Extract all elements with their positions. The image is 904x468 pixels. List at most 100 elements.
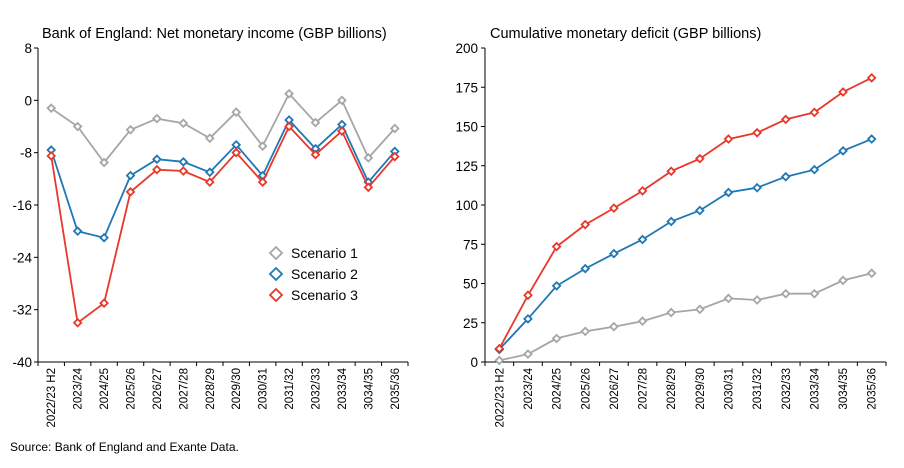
series-1-point [637, 316, 648, 327]
series-1-point [551, 333, 562, 344]
series-1-point [204, 133, 215, 144]
legend-label-3: Scenario 3 [291, 287, 358, 303]
series-3-point [580, 219, 591, 230]
y-tick-label: -8 [20, 146, 32, 161]
series-2-point [666, 216, 677, 227]
series-3-point [337, 126, 347, 136]
series-2-point [580, 263, 591, 274]
series-3-point [310, 149, 321, 160]
series-3-point [551, 241, 562, 252]
y-tick-label: 150 [455, 120, 478, 135]
x-tick-label: 2030/31 [723, 368, 735, 410]
series-1-point [46, 103, 57, 114]
series-1-point [609, 321, 619, 332]
y-tick-label: 25 [463, 316, 478, 331]
x-tick-label: 2025/26 [580, 368, 592, 410]
series-2-point [178, 156, 189, 167]
series-1-point [72, 121, 83, 132]
series-1-point [257, 141, 268, 151]
chart-2: Cumulative monetary deficit (GBP billion… [455, 26, 887, 427]
x-tick-label: 2026/27 [609, 368, 621, 410]
x-tick-label: 2035/36 [390, 368, 402, 410]
series-3-point [666, 166, 677, 177]
y-tick-label: -24 [12, 250, 32, 265]
series-2-point [752, 182, 762, 193]
series-3-point [46, 151, 57, 161]
series-3-point [231, 147, 242, 158]
series-1-point [310, 117, 321, 128]
series-3-point [72, 317, 83, 328]
series-1-point [866, 268, 877, 279]
y-tick-label: 175 [455, 80, 478, 95]
series-3-point [637, 185, 648, 196]
y-tick-label: 100 [455, 198, 478, 213]
x-tick-label: 2027/28 [178, 368, 190, 410]
series-2-point [523, 313, 533, 324]
series-1-point [666, 307, 677, 318]
source-note: Source: Bank of England and Exante Data. [10, 440, 239, 454]
series-3-point [152, 164, 162, 175]
series-2-point [780, 171, 791, 182]
legend-marker-2 [268, 266, 284, 282]
series-2-point [637, 234, 648, 245]
series-2-point [609, 248, 619, 259]
legend-label-2: Scenario 2 [291, 266, 358, 282]
series-3-point [752, 127, 762, 138]
series-3-point [204, 177, 215, 187]
series-1-point [694, 304, 705, 315]
x-tick-label: 2023/24 [523, 367, 535, 409]
series-3-point [866, 72, 877, 83]
y-tick-label: -16 [12, 198, 32, 213]
series-1-point [809, 288, 820, 299]
series-1-point [284, 88, 294, 99]
x-tick-label: 2024/25 [552, 368, 564, 410]
chart-title: Bank of England: Net monetary income (GB… [42, 26, 387, 42]
series-2-point [838, 145, 848, 156]
series-3-point [284, 121, 294, 132]
series-line-3 [50, 124, 396, 325]
series-1-point [231, 107, 242, 117]
x-tick-label: 2028/29 [205, 368, 217, 410]
x-tick-label: 2030/31 [258, 368, 270, 410]
series-3-point [257, 177, 268, 187]
chart-title: Cumulative monetary deficit (GBP billion… [490, 26, 761, 42]
y-tick-label: 0 [24, 93, 32, 108]
y-tick-label: -32 [12, 303, 32, 318]
x-tick-label: 2024/25 [99, 368, 111, 410]
series-3-point [494, 343, 505, 354]
series-1-point [99, 157, 109, 168]
series-1-point [838, 275, 848, 286]
series-1-point [494, 355, 505, 366]
x-tick-label: 2023/24 [73, 367, 85, 409]
y-tick-label: 125 [455, 159, 478, 174]
series-3-point [723, 134, 734, 144]
series-2-point [204, 167, 215, 178]
series-1-point [152, 113, 162, 124]
legend-marker-1 [268, 245, 284, 261]
series-3-point [694, 153, 705, 164]
y-tick-label: -40 [12, 355, 32, 370]
x-tick-label: 3034/35 [838, 368, 850, 410]
series-line-2 [498, 138, 873, 351]
series-2-point [866, 134, 877, 144]
series-2-point [551, 280, 562, 291]
x-tick-label: 2025/26 [126, 368, 138, 410]
chart-1: Bank of England: Net monetary income (GB… [12, 26, 409, 427]
series-3-point [523, 290, 533, 301]
series-2-point [809, 164, 820, 175]
x-tick-label: 2031/32 [284, 368, 296, 410]
legend-marker-3 [268, 287, 284, 303]
x-tick-label: 2022/23 H2 [46, 368, 58, 427]
y-tick-label: 0 [470, 355, 478, 370]
series-3-point [838, 87, 848, 97]
series-1-point [337, 95, 347, 106]
x-tick-label: 2032/33 [311, 368, 323, 410]
series-2-point [694, 205, 705, 216]
series-3-point [125, 187, 136, 197]
series-3-point [809, 107, 820, 118]
series-3-point [99, 298, 109, 308]
x-tick-label: 2027/28 [638, 368, 650, 410]
series-3-point [363, 182, 374, 193]
series-line-1 [50, 92, 396, 164]
